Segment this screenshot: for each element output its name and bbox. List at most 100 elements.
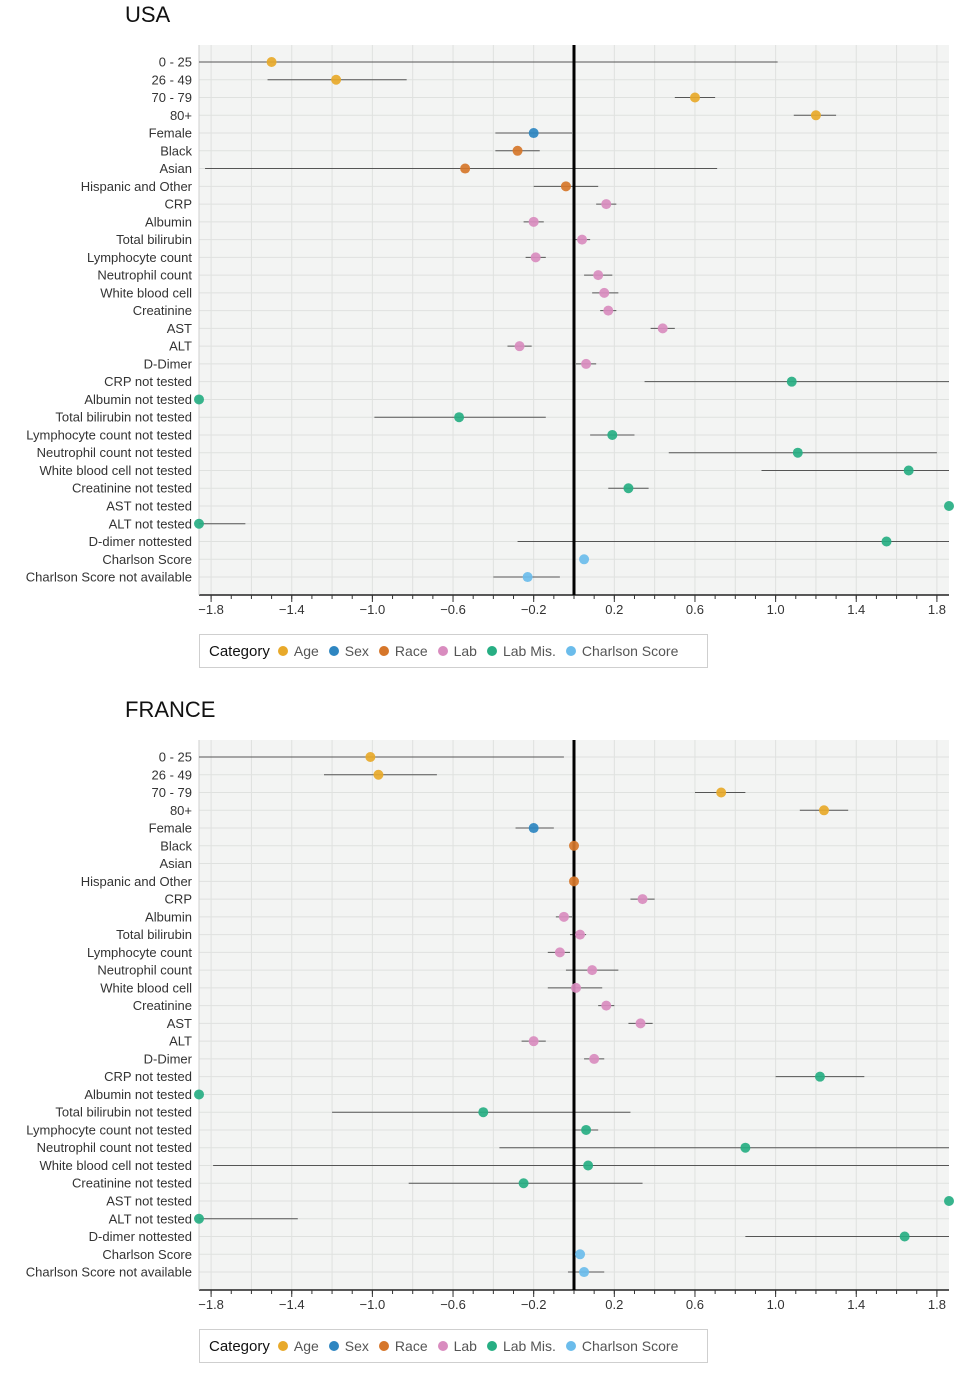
row-label-albumin: Albumin — [145, 909, 192, 924]
row-label-d-dimer-nottested: D-dimer nottested — [89, 1229, 192, 1244]
legend-dot — [565, 646, 576, 656]
legend-item-charlson-score: Charlson Score — [565, 643, 679, 659]
data-point — [637, 894, 648, 905]
row-label-total-bilirubin-not-tested: Total bilirubin not tested — [55, 410, 192, 425]
row-label-d-dimer-nottested: D-dimer nottested — [89, 534, 192, 549]
data-point — [575, 1249, 586, 1260]
data-point — [581, 1124, 592, 1135]
data-point — [194, 518, 204, 529]
row-label-charlson-score: Charlson Score — [102, 552, 192, 567]
row-label-crp: CRP — [165, 892, 192, 907]
data-point — [528, 823, 539, 834]
legend-label: Age — [293, 1338, 319, 1354]
data-point — [194, 1213, 204, 1224]
row-label-ast-not-tested: AST not tested — [106, 1194, 192, 1209]
data-point — [522, 572, 533, 583]
row-label-charlson-score-not-available: Charlson Score not available — [26, 570, 192, 585]
row-label-white-blood-cell-not-tested: White blood cell not tested — [40, 1158, 192, 1173]
row-label-total-bilirubin: Total bilirubin — [116, 927, 192, 942]
row-label-female: Female — [149, 821, 192, 836]
legend-item-charlson-score: Charlson Score — [565, 1338, 678, 1354]
x-tick-label: −1.8 — [198, 1297, 224, 1312]
legend-dot — [437, 646, 448, 656]
x-tick-label: −0.2 — [521, 1297, 547, 1312]
data-point — [577, 234, 588, 245]
legend-dot — [378, 646, 389, 656]
row-label-neutrophil-count-not-tested: Neutrophil count not tested — [37, 445, 192, 460]
legend-label: Sex — [344, 1338, 369, 1354]
row-label-neutrophil-count-not-tested: Neutrophil count not tested — [37, 1140, 192, 1155]
row-label-alt: ALT — [169, 339, 192, 354]
row-label-total-bilirubin-not-tested: Total bilirubin not tested — [55, 1105, 192, 1120]
x-tick-label: −1.8 — [198, 602, 224, 617]
data-point — [579, 1267, 590, 1278]
data-point — [373, 769, 384, 780]
legend-item-race: Race — [378, 1338, 428, 1354]
legend-dot — [277, 1341, 288, 1351]
legend-dot — [378, 1341, 389, 1351]
row-label-creatinine: Creatinine — [133, 998, 192, 1013]
row-label-alt: ALT — [169, 1034, 192, 1049]
data-point — [365, 752, 376, 762]
row-label-0-25: 0 - 25 — [159, 55, 192, 70]
row-label-26-49: 26 - 49 — [152, 767, 192, 782]
row-label-80: 80+ — [170, 108, 192, 123]
row-label-neutrophil-count: Neutrophil count — [97, 963, 192, 978]
row-label-lymphocyte-count-not-tested: Lymphocyte count not tested — [26, 427, 192, 442]
legend-dot — [328, 646, 339, 656]
legend-label: Charlson Score — [581, 643, 679, 659]
data-point — [814, 1071, 825, 1082]
data-point — [810, 110, 821, 121]
legend-label: Sex — [344, 643, 369, 659]
x-tick-label: 0.6 — [686, 602, 704, 617]
legend-dot — [328, 1341, 339, 1351]
data-point — [792, 447, 803, 458]
legend-label: Lab — [453, 1338, 477, 1354]
legend-item-lab-missing: Lab Mis. — [486, 643, 556, 659]
data-point — [944, 501, 954, 511]
row-label-hispanic-and-other: Hispanic and Other — [81, 874, 193, 889]
x-tick-label: −1.4 — [279, 602, 305, 617]
row-label-total-bilirubin: Total bilirubin — [116, 232, 192, 247]
legend-dot — [437, 1341, 448, 1351]
data-point — [478, 1107, 489, 1118]
data-point — [454, 412, 465, 423]
row-label-ast-not-tested: AST not tested — [106, 499, 192, 514]
legend-item-age: Age — [277, 1338, 319, 1354]
usa-chart-panel: USA −1.8 −1.4 −1.0 −0.6 −0.2 0.2 0.6 1.0 1.4 1.8 0… — [0, 0, 960, 685]
row-label-lymphocyte-count: Lymphocyte count — [87, 250, 192, 265]
data-point — [899, 1231, 910, 1242]
legend: Category Age Sex Race Lab Lab Mis. Charl… — [199, 1329, 708, 1363]
x-tick-label: −1.0 — [360, 1297, 386, 1312]
data-point — [530, 252, 541, 263]
x-tick-label: −1.0 — [360, 602, 386, 617]
data-point — [528, 128, 539, 139]
legend-label: Lab Mis. — [502, 643, 556, 659]
data-point — [593, 270, 604, 281]
legend-item-age: Age — [277, 643, 319, 659]
legend: Category Age Sex Race Lab Lab Mis. Charl… — [199, 634, 708, 668]
row-label-asian: Asian — [159, 161, 192, 176]
row-label-0-25: 0 - 25 — [159, 750, 192, 765]
legend-dot — [277, 646, 288, 656]
row-label-alt-not-tested: ALT not tested — [109, 1211, 192, 1226]
data-point — [528, 1036, 539, 1047]
row-label-creatinine-not-tested: Creatinine not tested — [72, 481, 192, 496]
usa-forest-plot: −1.8 −1.4 −1.0 −0.6 −0.2 0.2 0.6 1.0 1.4 1.8 0 - 2… — [26, 45, 954, 617]
row-label-d-dimer: D-Dimer — [144, 1051, 193, 1066]
data-point — [579, 554, 590, 565]
data-point — [554, 947, 565, 958]
data-point — [569, 876, 579, 887]
row-label-hispanic-and-other: Hispanic and Other — [81, 179, 193, 194]
data-point — [331, 74, 342, 85]
data-point — [623, 483, 634, 494]
legend-item-sex: Sex — [328, 1338, 369, 1354]
data-point — [607, 429, 618, 440]
data-point — [194, 394, 204, 405]
data-point — [589, 1053, 600, 1064]
row-label-albumin-not-tested: Albumin not tested — [84, 392, 192, 407]
data-point — [689, 92, 700, 103]
row-label-70-79: 70 - 79 — [152, 785, 192, 800]
legend-label: Lab — [453, 643, 477, 659]
legend-title: Category — [209, 642, 270, 660]
